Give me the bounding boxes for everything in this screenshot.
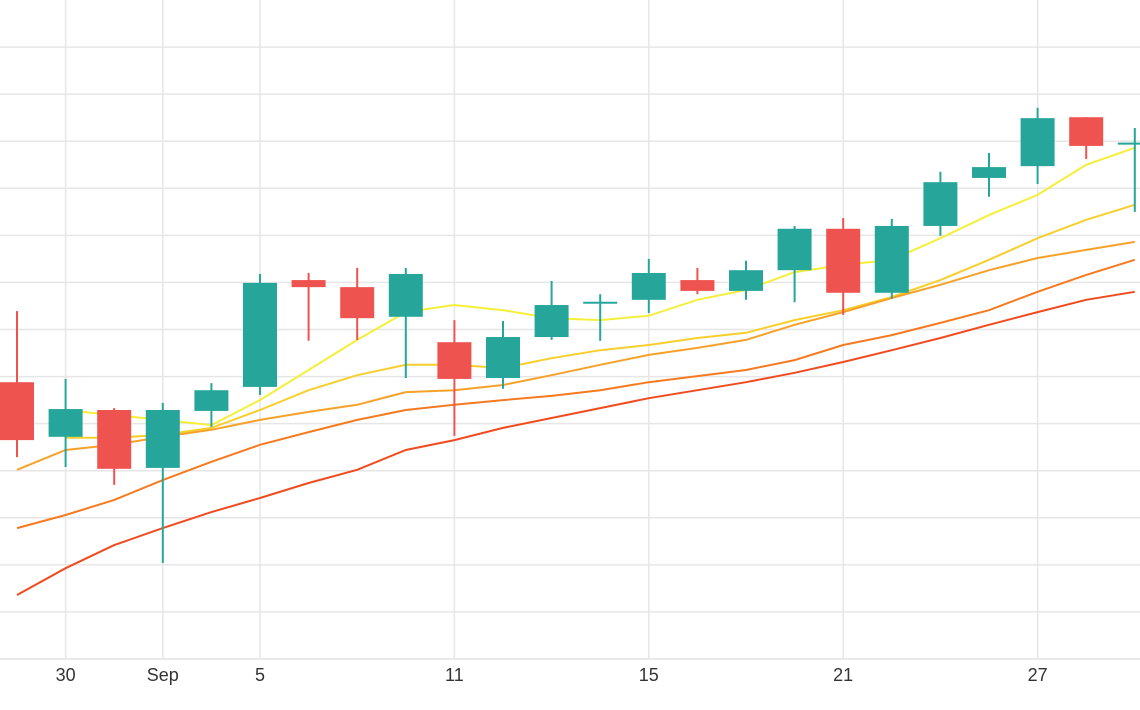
candle-body: [874, 225, 909, 293]
candle-body: [388, 273, 423, 317]
candle-body: [486, 337, 520, 378]
candle-body: [340, 287, 375, 319]
moving-average-line: [65, 203, 1136, 439]
moving-average-line: [16, 240, 1135, 471]
candle-body: [923, 182, 958, 226]
candle-body: [534, 305, 569, 338]
moving-average-line: [16, 258, 1136, 530]
candle-body: [777, 228, 812, 271]
moving-average-line: [65, 146, 1136, 427]
plot: [0, 107, 1140, 596]
candle-body: [48, 409, 83, 437]
candle-body: [1117, 142, 1140, 145]
candle-body: [826, 228, 861, 293]
x-tick-label: 27: [1028, 665, 1048, 685]
candle-body: [437, 342, 472, 379]
candle-body: [972, 167, 1006, 178]
x-tick-label: 21: [833, 665, 853, 685]
x-tick-label: 15: [639, 665, 659, 685]
candle-body: [0, 382, 34, 441]
x-tick-label: 30: [56, 665, 76, 685]
candle-body: [194, 390, 229, 411]
candle-body: [631, 273, 666, 300]
candle-body: [291, 280, 326, 288]
candle-body: [1069, 117, 1104, 146]
candle-body: [145, 409, 180, 468]
candle-body: [1020, 118, 1055, 167]
x-tick-label: 5: [255, 665, 265, 685]
x-tick-label: 11: [445, 665, 464, 685]
candle-body: [97, 409, 132, 469]
candle-body: [243, 282, 277, 387]
candle-body: [583, 301, 618, 304]
candle-body: [680, 280, 715, 291]
moving-average-line: [16, 290, 1135, 596]
candle-body: [729, 270, 763, 291]
x-tick-label: Sep: [147, 665, 179, 685]
